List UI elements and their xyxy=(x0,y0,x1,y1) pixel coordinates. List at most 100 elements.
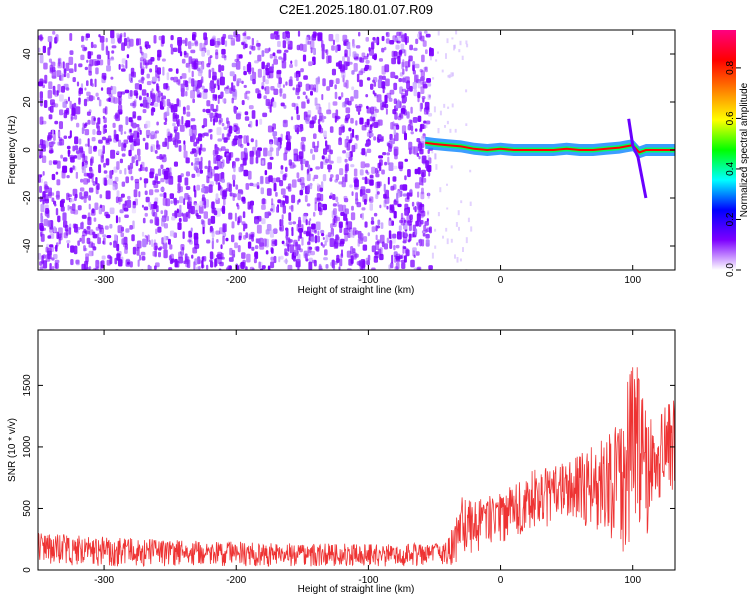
noise-cell xyxy=(194,189,197,198)
noise-cell xyxy=(342,34,348,42)
noise-cell xyxy=(154,189,160,193)
noise-cell xyxy=(161,97,164,106)
noise-cell xyxy=(217,41,221,46)
noise-cell xyxy=(336,115,339,121)
noise-cell xyxy=(417,91,421,99)
noise-cell xyxy=(246,135,249,144)
noise-cell xyxy=(116,150,120,154)
noise-cell xyxy=(282,84,285,88)
noise-cell xyxy=(106,235,112,239)
noise-cell xyxy=(271,63,274,69)
noise-cell xyxy=(392,233,397,239)
noise-cell xyxy=(216,254,220,258)
noise-cell xyxy=(422,233,426,237)
noise-cell xyxy=(279,180,284,187)
noise-cell xyxy=(346,268,352,270)
noise-cell xyxy=(382,75,386,80)
noise-cell xyxy=(225,237,229,242)
noise-speckle xyxy=(451,103,454,108)
noise-cell xyxy=(103,124,107,129)
noise-cell xyxy=(416,138,421,143)
noise-cell xyxy=(395,124,400,130)
noise-cell xyxy=(168,68,173,72)
noise-cell xyxy=(348,47,351,57)
noise-cell xyxy=(181,73,187,79)
noise-cell xyxy=(221,178,225,183)
noise-cell xyxy=(47,235,52,239)
noise-cell xyxy=(291,102,296,107)
noise-cell xyxy=(185,186,191,190)
noise-cell xyxy=(153,131,157,139)
noise-cell xyxy=(279,88,282,97)
snr-frame xyxy=(37,329,676,571)
noise-cell xyxy=(139,45,142,50)
noise-cell xyxy=(146,92,149,98)
noise-cell xyxy=(255,139,258,148)
noise-cell xyxy=(411,146,416,154)
noise-cell xyxy=(111,45,117,49)
noise-cell xyxy=(139,84,142,91)
noise-cell xyxy=(300,164,304,171)
noise-cell xyxy=(126,36,130,42)
noise-cell xyxy=(231,234,235,243)
noise-cell xyxy=(108,97,111,102)
colorbar-gradient xyxy=(712,30,736,270)
noise-cell xyxy=(414,182,420,189)
noise-cell xyxy=(134,154,137,160)
noise-cell xyxy=(201,50,205,57)
noise-cell xyxy=(101,72,107,79)
noise-cell xyxy=(181,39,186,44)
noise-cell xyxy=(119,169,122,175)
noise-cell xyxy=(327,232,332,238)
noise-cell xyxy=(80,44,85,48)
noise-cell xyxy=(415,220,419,227)
noise-cell xyxy=(363,55,369,60)
noise-cell xyxy=(296,73,299,82)
noise-cell xyxy=(223,199,226,206)
noise-cell xyxy=(280,219,284,226)
noise-cell xyxy=(288,205,294,210)
noise-cell xyxy=(244,152,248,161)
noise-cell xyxy=(129,38,134,47)
noise-cell xyxy=(420,123,425,130)
noise-cell xyxy=(125,116,129,126)
noise-cell xyxy=(129,162,134,169)
noise-cell xyxy=(399,184,404,191)
noise-cell xyxy=(320,229,325,234)
noise-cell xyxy=(424,66,428,73)
noise-cell xyxy=(136,246,140,256)
noise-cell xyxy=(259,118,263,125)
noise-cell xyxy=(312,31,317,38)
noise-cell xyxy=(247,241,252,249)
noise-cell xyxy=(88,195,91,201)
noise-cell xyxy=(180,173,184,178)
noise-cell xyxy=(348,258,353,266)
noise-cell xyxy=(141,89,147,96)
noise-cell xyxy=(343,195,348,200)
noise-cell xyxy=(407,88,410,92)
noise-cell xyxy=(251,110,256,119)
noise-cell xyxy=(391,254,394,264)
noise-cell xyxy=(286,186,291,190)
noise-cell xyxy=(358,31,361,37)
noise-cell xyxy=(84,129,90,136)
noise-speckle xyxy=(432,77,435,80)
noise-cell xyxy=(286,237,291,247)
noise-cell xyxy=(279,255,284,260)
noise-cell xyxy=(367,138,370,142)
noise-cell xyxy=(44,198,49,204)
noise-cell xyxy=(38,174,41,183)
noise-cell xyxy=(317,33,322,42)
noise-cell xyxy=(131,156,135,164)
noise-cell xyxy=(288,159,292,166)
noise-speckle xyxy=(435,164,438,170)
noise-cell xyxy=(351,70,355,75)
noise-speckle xyxy=(450,238,453,243)
noise-cell xyxy=(410,106,413,114)
noise-cell xyxy=(172,122,176,127)
noise-cell xyxy=(216,79,220,87)
spectrogram-ylabel: Frequency (Hz) xyxy=(7,116,18,185)
noise-cell xyxy=(242,32,246,37)
noise-cell xyxy=(362,193,368,203)
